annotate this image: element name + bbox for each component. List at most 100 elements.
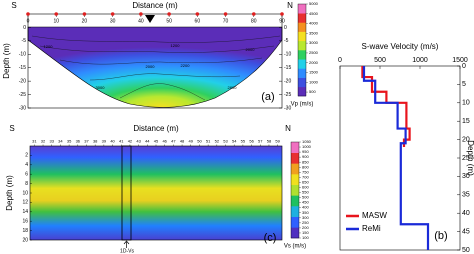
y-axis-title: Depth (m) [2, 43, 11, 79]
x-tick-label: 44 [145, 139, 150, 144]
geophone [223, 12, 228, 16]
colorbar-tick-label: 250 [302, 220, 309, 225]
x-tick-label: 43 [136, 139, 141, 144]
colorbar-swatch [291, 174, 299, 185]
x-tick-label: 34 [58, 139, 63, 144]
colorbar-tick-label: 3500 [309, 30, 319, 35]
x-tick-label: 37 [84, 139, 89, 144]
x-tick-label: 0 [338, 57, 342, 64]
x-tick-label: 70 [223, 18, 229, 24]
y-tick-label-right: -5 [284, 38, 289, 44]
y-tick-label: 15 [462, 118, 470, 125]
x-tick-label: 33 [49, 139, 54, 144]
y-tick-label: 30 [462, 173, 470, 180]
x-tick-label: 40 [138, 18, 144, 24]
colorbar-tick-label: 200 [302, 225, 309, 230]
y-tick-label: 35 [462, 192, 470, 199]
x-tick-label: 53 [223, 139, 228, 144]
colorbar-swatch [298, 86, 306, 97]
y-tick-label: 0 [462, 63, 466, 70]
colorbar-swatch [298, 22, 306, 32]
y-tick-label-right: -10 [284, 52, 291, 58]
colorbar-tick-label: 4500 [309, 11, 319, 16]
panel-label: (c) [264, 232, 277, 244]
vs-field [29, 145, 283, 241]
y-tick-label: 10 [462, 100, 470, 107]
colorbar-tick-label: 700 [302, 174, 309, 179]
x-tick-label: 31 [32, 139, 37, 144]
profile-box [121, 145, 132, 241]
geophone [26, 12, 30, 16]
colorbar-swatch [291, 216, 299, 228]
annotation: 1D-Vs [120, 248, 134, 254]
y-tick-label: -20 [19, 78, 26, 84]
velocity-line [362, 66, 430, 250]
colorbar-tick-label: 5000 [309, 1, 319, 6]
contour-label: 2000 [146, 64, 156, 69]
y-tick-label: 10 [22, 190, 28, 196]
x-tick-label: 47 [171, 139, 176, 144]
x-tick-label: 52 [215, 139, 220, 144]
vp-field [27, 26, 283, 108]
x-tick-label: 41 [119, 139, 124, 144]
colorbar-tick-label: 600 [302, 185, 309, 190]
y-tick-label: 5 [462, 81, 466, 88]
colorbar-tick-label: 1500 [309, 70, 319, 75]
x-tick-label: 20 [82, 18, 88, 24]
source-marker [145, 15, 155, 23]
plot-frame-a [27, 13, 283, 109]
left-label: S [11, 1, 16, 10]
x-tick-label: 36 [76, 139, 81, 144]
x-tick-label: 45 [154, 139, 159, 144]
colorbar-frame [297, 3, 307, 97]
colorbar-tick-label: 350 [302, 210, 309, 215]
colorbar-swatch [291, 206, 299, 217]
x-tick-label: 10 [53, 18, 59, 24]
x-tick-label: 42 [128, 139, 133, 144]
profile-arrow [123, 240, 130, 248]
y-tick-label: 18 [22, 228, 28, 234]
colorbar-tick-label: 750 [302, 169, 309, 174]
colorbar-swatch [298, 50, 306, 60]
colorbar-tick-label: 150 [302, 230, 309, 235]
x-tick-label: 1000 [412, 57, 428, 64]
y-tick-label: -10 [19, 52, 26, 58]
colorbar-swatch [298, 68, 306, 78]
contour-label: 1200 [44, 44, 54, 49]
y-tick-label-right: -25 [284, 92, 291, 98]
x-tick-label: 58 [267, 139, 272, 144]
x-tick-label: 500 [374, 57, 386, 64]
x-tick-label: 90 [279, 18, 285, 24]
colorbar-swatch [298, 4, 306, 14]
colorbar-tick-label: 2000 [309, 60, 319, 65]
y-tick-label: 40 [462, 210, 470, 217]
legend-label: ReMi [362, 224, 381, 233]
right-label: N [285, 124, 291, 133]
colorbar-tick-label: 500 [309, 89, 316, 94]
colorbar-swatch [291, 142, 299, 153]
right-label: N [287, 1, 293, 10]
y-tick-label: -30 [19, 105, 26, 111]
colorbar-tick-label: 2500 [309, 50, 319, 55]
colorbar-frame [290, 141, 300, 239]
y-tick-label: 45 [462, 228, 470, 235]
x-tick-label: 38 [93, 139, 98, 144]
colorbar-tick-label: 450 [302, 200, 309, 205]
x-tick-label: 39 [102, 139, 107, 144]
legend-label: MASW [362, 211, 387, 220]
x-tick-label: 46 [162, 139, 167, 144]
x-tick-label: 60 [195, 18, 201, 24]
x-axis-title: Distance (m) [133, 124, 179, 133]
x-tick-label: 80 [251, 18, 257, 24]
x-tick-label: 57 [258, 139, 263, 144]
colorbar-swatch [298, 13, 306, 23]
x-tick-label: 1500 [452, 57, 468, 64]
y-tick-label-right: -30 [284, 105, 291, 111]
x-tick-label: 40 [110, 139, 115, 144]
colorbar-tick-label: 3000 [309, 40, 319, 45]
x-tick-label: 50 [166, 18, 172, 24]
colorbar-swatch [298, 77, 306, 88]
colorbar-tick-label: 100 [302, 235, 309, 240]
y-tick-label: -5 [22, 38, 27, 44]
